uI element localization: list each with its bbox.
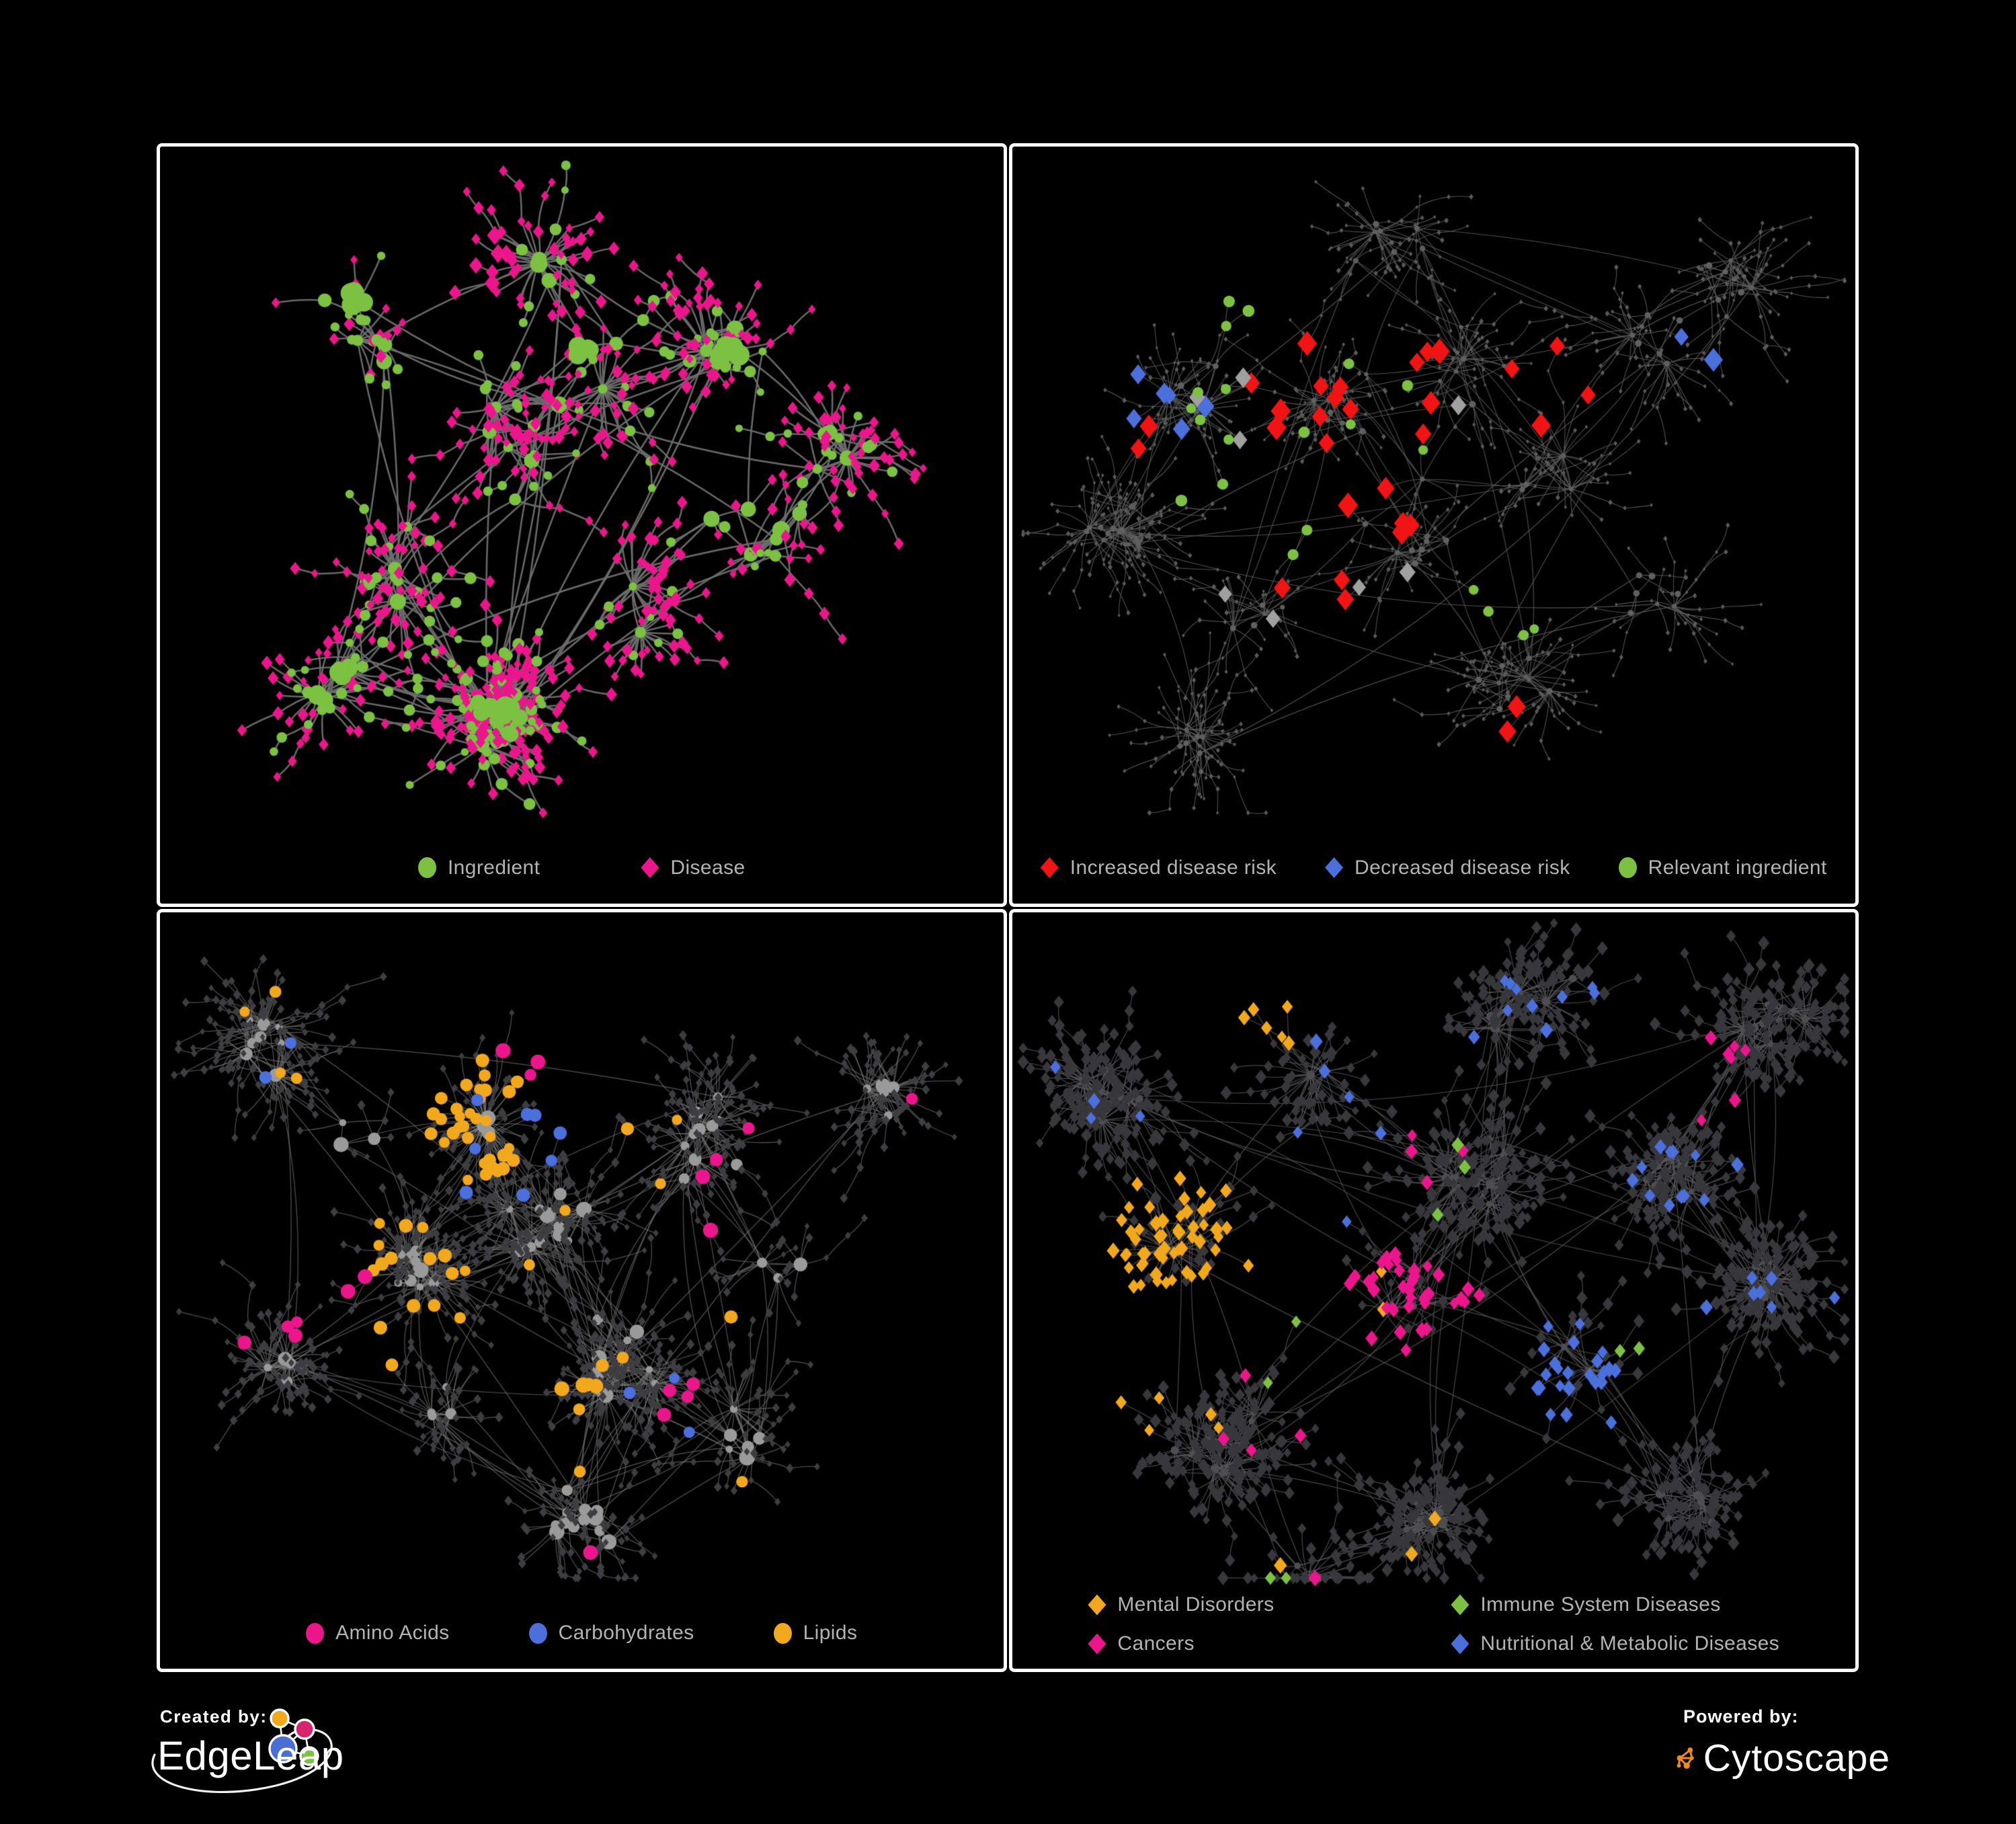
lipids-circle-icon: [773, 1622, 792, 1644]
legend-label: Disease: [670, 856, 745, 879]
legend-item-mental-disorders: Mental Disorders: [1088, 1593, 1451, 1616]
legend-item-increased-risk: Increased disease risk: [1040, 856, 1277, 879]
legend-label: Mental Disorders: [1117, 1593, 1275, 1616]
amino-acids-circle-icon: [306, 1622, 325, 1644]
panel-disease-categories: Mental Disorders Immune System Diseases …: [1008, 908, 1859, 1672]
legend-item-lipids: Lipids: [773, 1622, 858, 1644]
legend-item-nutritional-metabolic-diseases: Nutritional & Metabolic Diseases: [1451, 1632, 1779, 1655]
created-by-block: Created by: EdgeLeap: [108, 1700, 430, 1821]
legend-label: Decreased disease risk: [1355, 856, 1570, 879]
created-by-label: Created by:: [160, 1706, 268, 1727]
edgeleap-logo-nodes: [268, 1708, 319, 1766]
cytoscape-logo-icon: [1677, 1747, 1694, 1769]
cytoscape-wordmark: Cytoscape: [1703, 1737, 1890, 1780]
ingredient-circle-icon: [417, 857, 436, 878]
legend-label: Lipids: [803, 1622, 858, 1644]
legend: Ingredient Disease: [160, 857, 1004, 879]
disease-risk-network-canvas: [1012, 147, 1855, 904]
ingredient-disease-network-canvas: [160, 147, 1004, 904]
carbohydrates-circle-icon: [528, 1622, 547, 1644]
panels-grid: Ingredient Disease Increased disease ris…: [157, 143, 1859, 1672]
powered-by-block: Powered by: Cytoscape: [1675, 1706, 1890, 1807]
legend-label: Increased disease risk: [1070, 856, 1277, 879]
panel-ingredient-disease: Ingredient Disease: [157, 143, 1007, 907]
panel-macronutrients: Amino Acids Carbohydrates Lipids: [157, 908, 1007, 1672]
legend-label: Relevant ingredient: [1648, 856, 1827, 879]
cancers-diamond-icon: [1088, 1633, 1106, 1655]
legend-label: Amino Acids: [335, 1622, 450, 1644]
decreased-risk-diamond-icon: [1325, 857, 1344, 878]
legend: Increased disease risk Decreased disease…: [1012, 857, 1856, 879]
disease-categories-network-canvas: [1012, 912, 1855, 1669]
edgeleap-green-node: [299, 1746, 319, 1766]
legend-item-relevant-ingredient: Relevant ingredient: [1618, 856, 1827, 879]
legend: Mental Disorders Immune System Diseases …: [1012, 1593, 1856, 1655]
powered-by-label: Powered by:: [1683, 1706, 1799, 1727]
edgeleap-wordmark: EdgeLeap: [157, 1733, 344, 1778]
legend-item-carbohydrates: Carbohydrates: [528, 1622, 694, 1644]
legend-label: Carbohydrates: [558, 1622, 694, 1644]
legend-label: Cancers: [1117, 1632, 1195, 1655]
legend-label: Nutritional & Metabolic Diseases: [1480, 1632, 1780, 1655]
immune-system-diseases-diamond-icon: [1451, 1594, 1469, 1616]
edgeleap-pink-node: [294, 1718, 315, 1740]
edgeleap-logo: Created by: EdgeLeap: [151, 1706, 344, 1793]
mental-disorders-diamond-icon: [1088, 1594, 1106, 1616]
edgeleap-orange-node: [270, 1708, 290, 1729]
nutritional-metabolic-diseases-diamond-icon: [1451, 1633, 1469, 1655]
increased-risk-diamond-icon: [1040, 857, 1059, 878]
legend-item-immune-system-diseases: Immune System Diseases: [1451, 1593, 1779, 1616]
macronutrients-network-canvas: [160, 912, 1004, 1669]
panel-disease-risk: Increased disease risk Decreased disease…: [1008, 143, 1859, 907]
legend-item-ingredient: Ingredient: [417, 856, 540, 879]
legend-item-decreased-risk: Decreased disease risk: [1325, 857, 1570, 879]
legend-label: Ingredient: [447, 856, 540, 879]
legend-item-disease: Disease: [641, 857, 745, 879]
disease-diamond-icon: [641, 857, 659, 878]
legend-item-amino-acids: Amino Acids: [306, 1622, 449, 1644]
legend-item-cancers: Cancers: [1088, 1632, 1451, 1655]
relevant-ingredient-circle-icon: [1618, 857, 1637, 878]
legend-label: Immune System Diseases: [1480, 1593, 1721, 1616]
edgeleap-blue-node: [268, 1734, 298, 1763]
legend: Amino Acids Carbohydrates Lipids: [160, 1622, 1004, 1644]
